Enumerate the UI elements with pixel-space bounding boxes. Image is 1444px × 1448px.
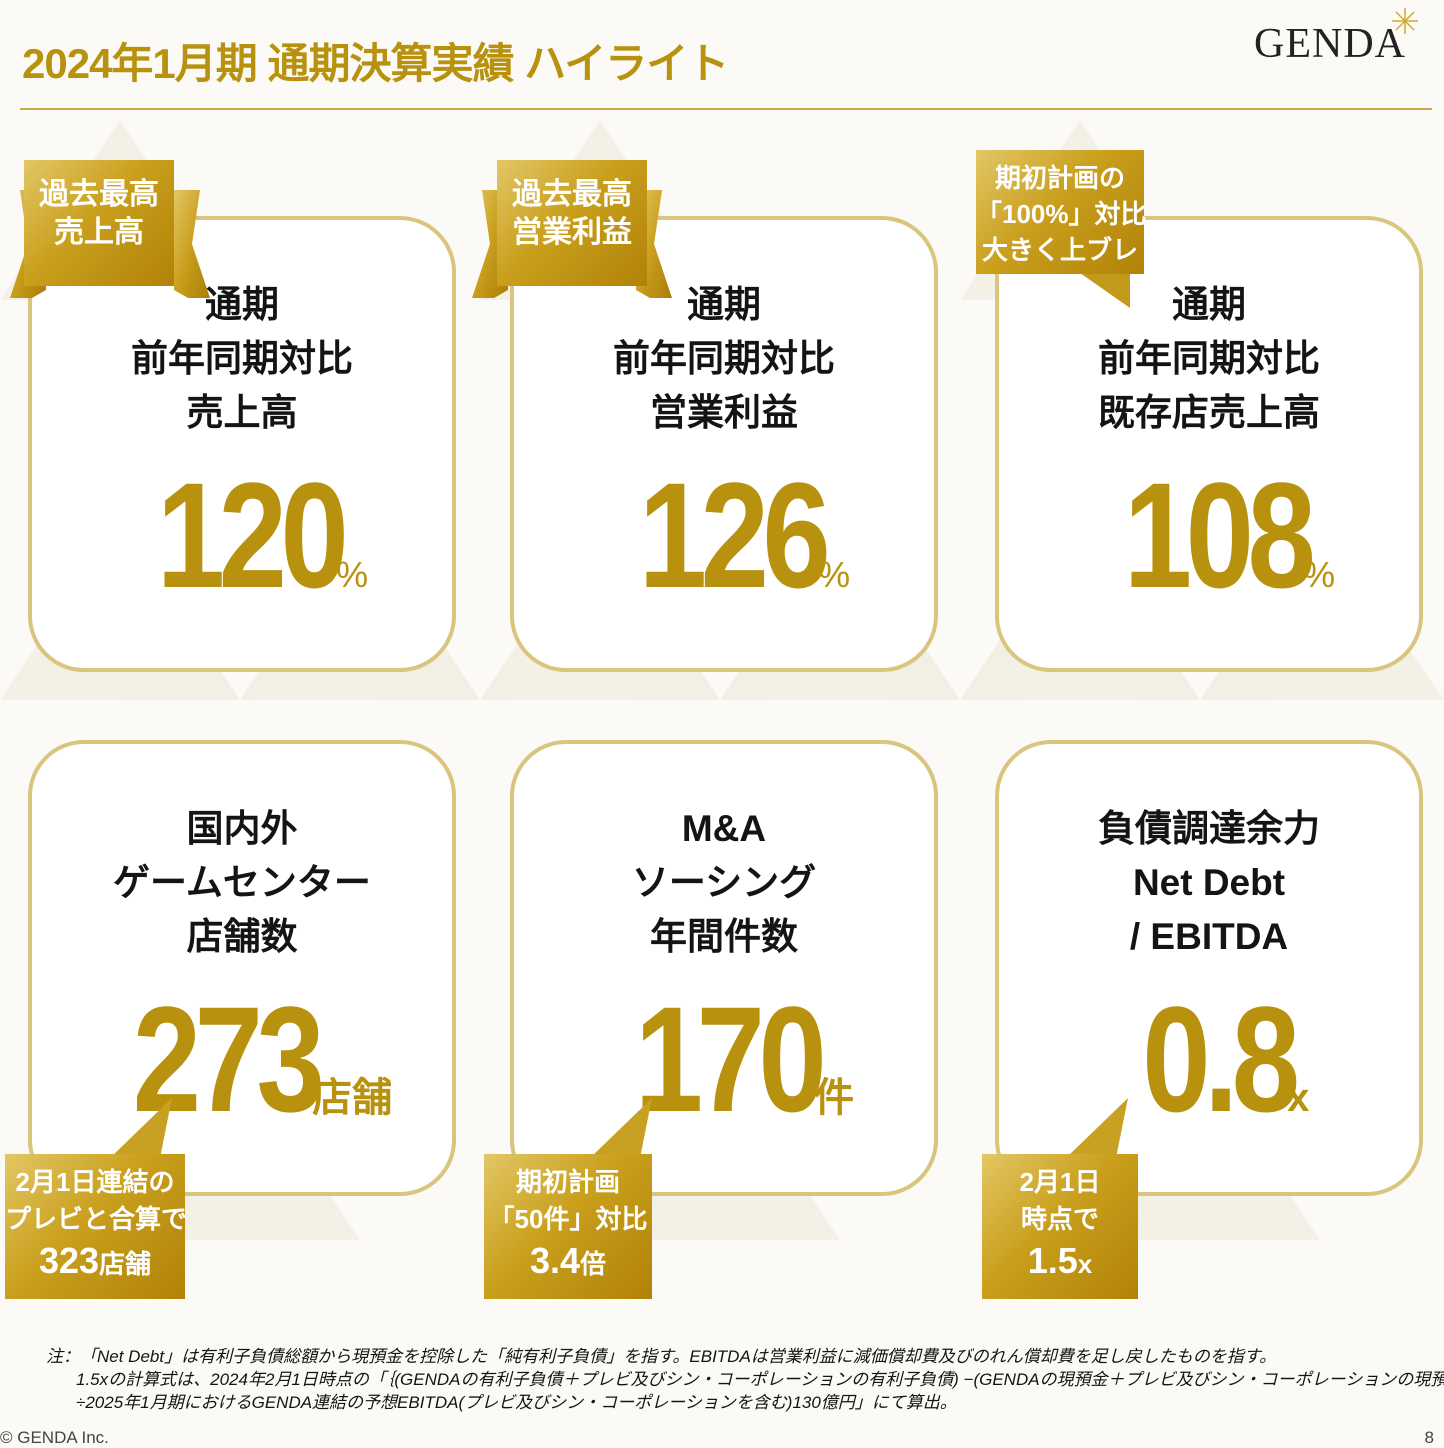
footnotes: 注：「Net Debt」は有利子負債総額から現預金を控除した「純有利子負債」を指… — [46, 1345, 1444, 1414]
card-label: 通期 前年同期対比 営業利益 — [613, 284, 835, 433]
plan-beat-badge: 期初計画の 「100%」対比 大きく上ブレ — [976, 150, 1147, 274]
callout-tail-icon — [590, 1098, 652, 1158]
card-metric: 0.8x — [999, 984, 1419, 1134]
callout-tail-icon — [110, 1098, 172, 1158]
metric-unit: 店舗 — [312, 1076, 393, 1120]
store-count-callout: 2月1日連結の プレビと合算で 323店舗 — [5, 1154, 187, 1299]
metric-value: 0.8 — [1141, 975, 1300, 1143]
card-metric: 126% — [514, 460, 934, 610]
footnote-line: 1.5xの計算式は、2024年2月1日時点の「｛(GENDAの有利子負債＋プレビ… — [76, 1370, 1444, 1389]
metric-value: 120 — [156, 451, 349, 619]
metric-value: 170 — [634, 975, 827, 1143]
metric-unit: % — [336, 554, 369, 595]
metric-unit: 件 — [814, 1076, 855, 1120]
copyright: © GENDA Inc. — [0, 1428, 109, 1447]
metric-value: 108 — [1123, 451, 1316, 619]
record-sales-badge: 過去最高 売上高 — [24, 160, 174, 286]
genda-logo: GENDA — [1254, 21, 1406, 67]
metric-value: 126 — [638, 451, 831, 619]
footnote-line: ÷2025年1月期におけるGENDA連結の予想EBITDA(プレビ及びシン・コー… — [76, 1393, 957, 1412]
metric-unit: x — [1287, 1076, 1310, 1120]
card-label: 国内外 ゲームセンター 店舗数 — [113, 808, 371, 957]
card-ma-sourcing-count: M&A ソーシング 年間件数 170件 — [510, 740, 938, 1196]
card-metric: 120% — [32, 460, 452, 610]
card-game-center-store-count: 国内外 ゲームセンター 店舗数 273店舗 — [28, 740, 456, 1196]
metric-unit: % — [818, 554, 851, 595]
card-label: 負債調達余力 Net Debt / EBITDA — [1098, 808, 1320, 957]
card-label: 通期 前年同期対比 売上高 — [131, 284, 353, 433]
page-title: 2024年1月期 通期決算実績 ハイライト — [22, 40, 729, 87]
callout-tail-icon — [1066, 1098, 1128, 1158]
footnote-line: 注：「Net Debt」は有利子負債総額から現預金を控除した「純有利子負債」を指… — [46, 1347, 1277, 1366]
card-metric: 273店舗 — [32, 984, 452, 1134]
card-sales-yoy: 通期 前年同期対比 売上高 120% — [28, 216, 456, 672]
header-divider — [20, 108, 1432, 110]
callout-tail-icon — [1070, 266, 1130, 308]
ma-count-callout: 期初計画 「50件」対比 3.4倍 — [484, 1154, 652, 1299]
card-metric: 108% — [999, 460, 1419, 610]
net-debt-callout: 2月1日 時点で 1.5x — [982, 1154, 1138, 1299]
metric-unit: % — [1303, 554, 1336, 595]
card-metric: 170件 — [514, 984, 934, 1134]
card-label: 通期 前年同期対比 既存店売上高 — [1098, 284, 1320, 433]
logo-sparkle-icon — [1392, 8, 1418, 34]
card-label: M&A ソーシング 年間件数 — [631, 808, 817, 957]
card-net-debt-ebitda: 負債調達余力 Net Debt / EBITDA 0.8x — [995, 740, 1423, 1196]
page-number: 8 — [1424, 1428, 1434, 1447]
card-operating-profit-yoy: 通期 前年同期対比 営業利益 126% — [510, 216, 938, 672]
card-existing-store-sales-yoy: 通期 前年同期対比 既存店売上高 108% — [995, 216, 1423, 672]
record-operating-profit-badge: 過去最高 営業利益 — [497, 160, 647, 286]
